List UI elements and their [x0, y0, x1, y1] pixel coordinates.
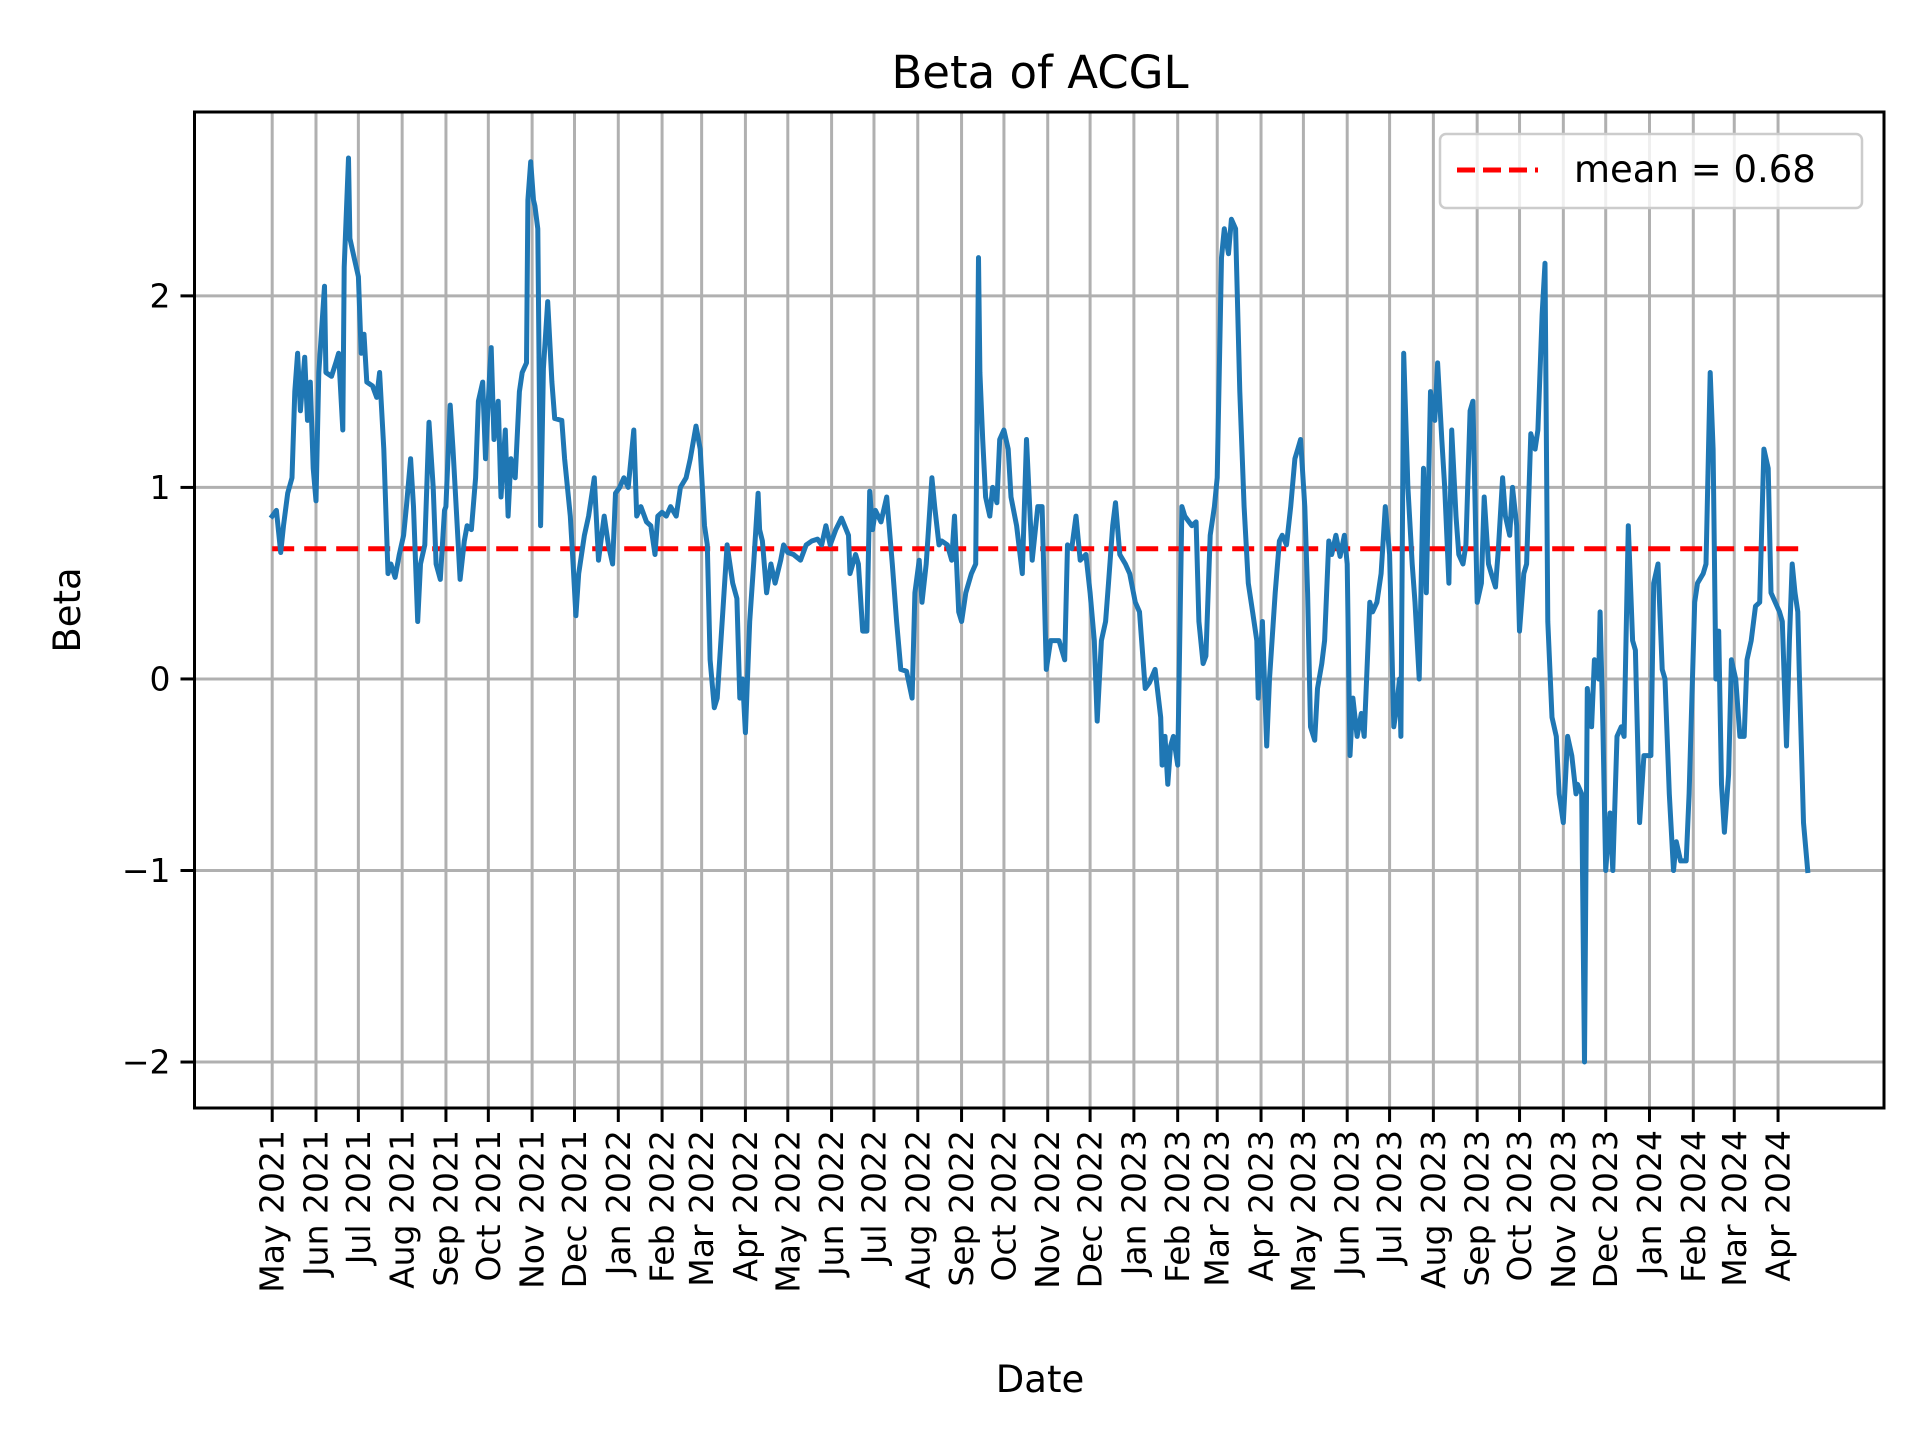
x-tick-label: Mar 2022	[682, 1130, 721, 1287]
legend-mean-label: mean = 0.68	[1574, 148, 1816, 191]
y-tick-label: −1	[122, 851, 171, 890]
x-tick-label: May 2023	[1284, 1130, 1323, 1293]
x-tick-label: Jun 2023	[1328, 1130, 1367, 1278]
x-tick-label: Nov 2021	[513, 1130, 552, 1289]
x-tick-label: Mar 2023	[1198, 1130, 1237, 1287]
x-tick-label: May 2021	[253, 1130, 292, 1293]
x-tick-label: Jan 2023	[1114, 1130, 1153, 1277]
x-tick-label: Aug 2023	[1414, 1130, 1453, 1289]
y-tick-label: 1	[150, 468, 171, 507]
x-tick-label: Jun 2021	[296, 1130, 335, 1278]
beta-series-line	[268, 155, 1811, 1065]
y-tick-label: −2	[122, 1043, 171, 1082]
x-tick-label: Jul 2021	[339, 1130, 378, 1266]
legend-box	[1438, 132, 1864, 210]
x-axis-ticks: May 2021 Jun 2021 Jul 2021 Aug 2021 Sep 2021…	[253, 1108, 1798, 1293]
x-tick-label: Apr 2024	[1759, 1130, 1798, 1282]
x-tick-label: Feb 2024	[1674, 1130, 1713, 1283]
x-tick-label: Aug 2022	[898, 1130, 937, 1289]
legend: mean = 0.68	[1438, 132, 1864, 210]
x-tick-label: Apr 2023	[1242, 1130, 1281, 1282]
x-tick-label: Jul 2022	[854, 1130, 893, 1266]
x-tick-label: Nov 2023	[1544, 1130, 1583, 1289]
x-tick-label: Jul 2023	[1370, 1130, 1409, 1266]
x-tick-label: Jan 2024	[1630, 1130, 1669, 1277]
chart-title: Beta of ACGL	[891, 46, 1188, 99]
x-tick-label: Mar 2024	[1715, 1130, 1754, 1287]
x-tick-label: Feb 2022	[643, 1130, 682, 1283]
x-tick-label: Dec 2023	[1586, 1130, 1625, 1288]
x-tick-label: Sep 2023	[1458, 1130, 1497, 1287]
x-tick-label: Sep 2021	[426, 1130, 465, 1287]
x-tick-label: Dec 2022	[1071, 1130, 1110, 1288]
x-tick-label: Aug 2021	[383, 1130, 422, 1289]
x-tick-label: Jun 2022	[812, 1130, 851, 1278]
series-layer	[268, 155, 1811, 1065]
x-tick-label: Dec 2021	[555, 1130, 594, 1288]
axes-frame	[193, 110, 1886, 1110]
x-tick-label: Apr 2022	[726, 1130, 765, 1282]
x-tick-label: Oct 2021	[469, 1130, 508, 1282]
x-tick-label: Jan 2022	[599, 1130, 638, 1277]
y-tick-label: 0	[150, 659, 171, 698]
x-tick-label: Oct 2023	[1500, 1130, 1539, 1282]
y-axis-ticks: −2 −1 0 1 2	[122, 276, 195, 1082]
x-tick-label: May 2022	[768, 1130, 807, 1293]
x-tick-label: Oct 2022	[984, 1130, 1023, 1282]
y-tick-label: 2	[150, 276, 171, 315]
x-tick-label: Sep 2022	[942, 1130, 981, 1287]
x-axis-label: Date	[996, 1358, 1084, 1401]
y-axis-label: Beta	[46, 567, 89, 652]
x-tick-label: Feb 2023	[1158, 1130, 1197, 1283]
x-tick-label: Nov 2022	[1028, 1130, 1067, 1289]
